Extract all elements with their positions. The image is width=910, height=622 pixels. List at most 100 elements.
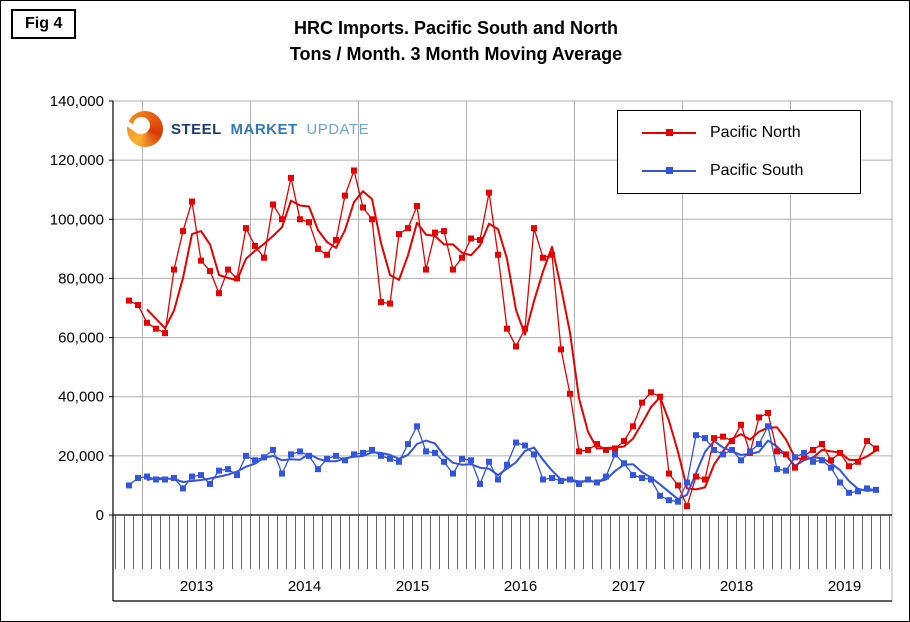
marker-pacific-south bbox=[432, 449, 438, 456]
marker-pacific-south bbox=[360, 449, 366, 456]
marker-pacific-south bbox=[729, 446, 735, 453]
marker-pacific-south bbox=[216, 467, 222, 474]
marker-pacific-south bbox=[828, 464, 834, 471]
marker-pacific-north bbox=[315, 245, 321, 252]
marker-pacific-south bbox=[234, 472, 240, 479]
legend-item-pacific-north: Pacific North bbox=[618, 117, 860, 149]
smu-globe-icon bbox=[127, 111, 163, 147]
marker-pacific-south bbox=[648, 476, 654, 483]
marker-pacific-north bbox=[693, 473, 699, 480]
marker-pacific-south bbox=[288, 451, 294, 458]
marker-pacific-north bbox=[171, 266, 177, 273]
marker-pacific-south bbox=[180, 485, 186, 492]
marker-pacific-south bbox=[810, 458, 816, 465]
ma-line-pacific-north bbox=[146, 190, 877, 491]
marker-pacific-north bbox=[621, 438, 627, 445]
marker-pacific-north bbox=[288, 174, 294, 181]
marker-pacific-north bbox=[531, 225, 537, 232]
marker-pacific-north bbox=[783, 451, 789, 458]
marker-pacific-south bbox=[711, 446, 717, 453]
x-year-label: 2013 bbox=[180, 578, 213, 595]
marker-pacific-north bbox=[396, 231, 402, 238]
marker-pacific-north bbox=[540, 254, 546, 261]
marker-pacific-north bbox=[504, 325, 510, 332]
marker-pacific-south bbox=[144, 473, 150, 480]
marker-pacific-south bbox=[441, 458, 447, 465]
x-year-label: 2018 bbox=[720, 578, 753, 595]
logo-word-market: MARKET bbox=[230, 120, 298, 138]
marker-pacific-south bbox=[855, 488, 861, 495]
marker-pacific-north bbox=[324, 251, 330, 258]
marker-pacific-south bbox=[189, 473, 195, 480]
x-year-label: 2017 bbox=[612, 578, 645, 595]
marker-pacific-north bbox=[153, 325, 159, 332]
y-axis-label: 100,000 bbox=[50, 211, 104, 228]
marker-pacific-north bbox=[846, 463, 852, 470]
y-axis-label: 40,000 bbox=[58, 389, 104, 406]
marker-pacific-south bbox=[720, 451, 726, 458]
marker-pacific-south bbox=[639, 475, 645, 482]
marker-pacific-north bbox=[522, 325, 528, 332]
marker-pacific-south bbox=[585, 476, 591, 483]
marker-pacific-north bbox=[486, 189, 492, 196]
marker-pacific-north bbox=[297, 216, 303, 223]
y-axis-label: 140,000 bbox=[50, 93, 104, 110]
marker-pacific-north bbox=[144, 319, 150, 326]
marker-pacific-south bbox=[459, 455, 465, 462]
logo-word-update: UPDATE bbox=[306, 120, 370, 138]
marker-pacific-south bbox=[423, 448, 429, 455]
marker-pacific-south bbox=[693, 432, 699, 439]
marker-pacific-north bbox=[729, 438, 735, 445]
smu-logo-text: STEEL MARKET UPDATE bbox=[171, 121, 369, 138]
marker-pacific-north bbox=[855, 458, 861, 465]
marker-pacific-north bbox=[513, 343, 519, 350]
marker-pacific-south bbox=[207, 480, 213, 487]
marker-pacific-north bbox=[378, 299, 384, 306]
marker-pacific-south bbox=[495, 476, 501, 483]
marker-pacific-south bbox=[819, 457, 825, 464]
marker-pacific-north bbox=[225, 266, 231, 273]
marker-pacific-south bbox=[630, 472, 636, 479]
marker-pacific-south bbox=[594, 479, 600, 486]
marker-pacific-north bbox=[585, 446, 591, 453]
marker-pacific-north bbox=[270, 201, 276, 208]
chart-title: HRC Imports. Pacific South and North Ton… bbox=[1, 15, 909, 67]
marker-pacific-north bbox=[720, 433, 726, 440]
marker-pacific-south bbox=[396, 458, 402, 465]
marker-pacific-south bbox=[351, 451, 357, 458]
marker-pacific-south bbox=[504, 461, 510, 468]
marker-pacific-south bbox=[873, 486, 879, 493]
marker-pacific-north bbox=[369, 216, 375, 223]
marker-pacific-north bbox=[306, 219, 312, 226]
marker-pacific-south bbox=[513, 439, 519, 446]
y-axis-label: 120,000 bbox=[50, 152, 104, 169]
marker-pacific-north bbox=[657, 393, 663, 400]
marker-pacific-south bbox=[747, 448, 753, 455]
marker-pacific-south bbox=[279, 470, 285, 477]
marker-pacific-south bbox=[387, 455, 393, 462]
logo-word-steel: STEEL bbox=[171, 120, 222, 138]
marker-pacific-north bbox=[441, 228, 447, 235]
marker-pacific-north bbox=[360, 204, 366, 211]
marker-pacific-south bbox=[333, 452, 339, 459]
legend: Pacific North Pacific South bbox=[617, 110, 861, 194]
marker-pacific-north bbox=[648, 389, 654, 396]
marker-pacific-south bbox=[765, 423, 771, 430]
chart-title-line1: HRC Imports. Pacific South and North bbox=[293, 18, 619, 38]
marker-pacific-north bbox=[774, 448, 780, 455]
legend-line-pacific-south bbox=[642, 167, 696, 174]
marker-pacific-south bbox=[198, 472, 204, 479]
marker-pacific-north bbox=[423, 266, 429, 273]
legend-item-pacific-south: Pacific South bbox=[618, 155, 860, 187]
marker-pacific-north bbox=[351, 167, 357, 174]
series-line-pacific-south bbox=[128, 425, 877, 503]
marker-pacific-south bbox=[864, 485, 870, 492]
marker-pacific-south bbox=[540, 476, 546, 483]
marker-pacific-south bbox=[297, 448, 303, 455]
marker-pacific-south bbox=[522, 442, 528, 449]
marker-pacific-north bbox=[261, 254, 267, 261]
marker-pacific-south bbox=[837, 479, 843, 486]
marker-pacific-north bbox=[414, 202, 420, 209]
marker-pacific-south bbox=[270, 446, 276, 453]
